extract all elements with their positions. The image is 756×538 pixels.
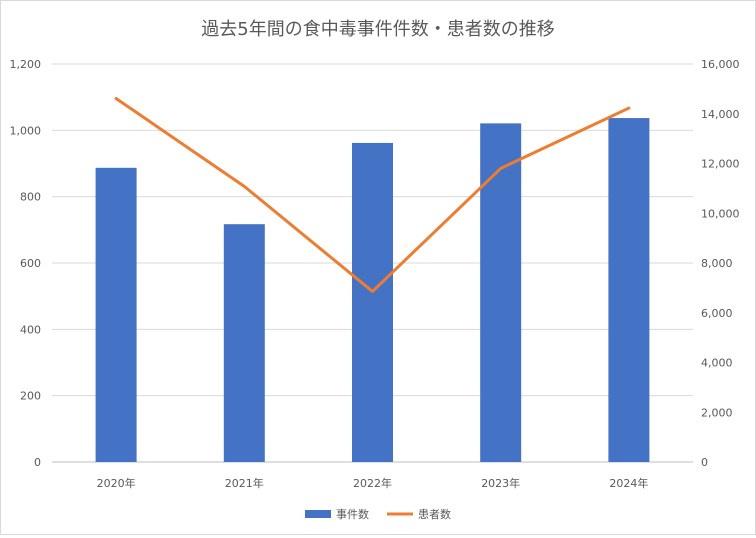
- bar: [95, 167, 137, 463]
- axes: 0 200 400 600 800 1,000 1,200 0 2,000 4,000 6,000 8…: [10, 58, 740, 490]
- bar: [352, 142, 393, 463]
- y-right-tick-label: 14,000: [701, 108, 740, 121]
- x-tick-label: 2024年: [609, 476, 648, 490]
- y-left-tick-label: 800: [20, 191, 41, 204]
- line-series: [114, 97, 631, 293]
- y-left-tick-label: 400: [20, 323, 41, 336]
- y-right-tick-label: 10,000: [701, 207, 740, 220]
- bar: [223, 224, 265, 462]
- bar: [480, 123, 522, 462]
- y-left-tick-label: 0: [34, 456, 41, 469]
- legend-swatch-bar: [305, 510, 331, 518]
- y-left-tick-label: 1,000: [10, 124, 42, 137]
- legend-label-line: 患者数: [418, 508, 451, 521]
- legend: 事件数 患者数: [305, 508, 451, 521]
- y-right-tick-label: 2,000: [701, 406, 733, 419]
- y-left-tick-label: 200: [20, 390, 41, 403]
- bar-series: [95, 118, 650, 463]
- x-tick-label: 2022年: [353, 476, 392, 490]
- series-line: [114, 97, 631, 293]
- y-left-tick-label: 600: [20, 257, 41, 270]
- legend-label-bar: 事件数: [336, 508, 369, 521]
- y-right-tick-label: 0: [701, 456, 708, 469]
- y-right-tick-label: 12,000: [701, 158, 740, 171]
- y-right-tick-label: 4,000: [701, 357, 733, 370]
- x-tick-label: 2020年: [97, 476, 136, 490]
- x-tick-label: 2023年: [481, 476, 520, 490]
- y-right-tick-label: 8,000: [701, 257, 733, 270]
- y-left-tick-label: 1,200: [10, 58, 42, 71]
- y-right-tick-label: 6,000: [701, 307, 733, 320]
- y-right-tick-label: 16,000: [701, 58, 740, 71]
- x-tick-label: 2021年: [225, 476, 264, 490]
- bar: [608, 118, 650, 462]
- chart-title: 過去5年間の食中毒事件件数・患者数の推移: [201, 19, 554, 40]
